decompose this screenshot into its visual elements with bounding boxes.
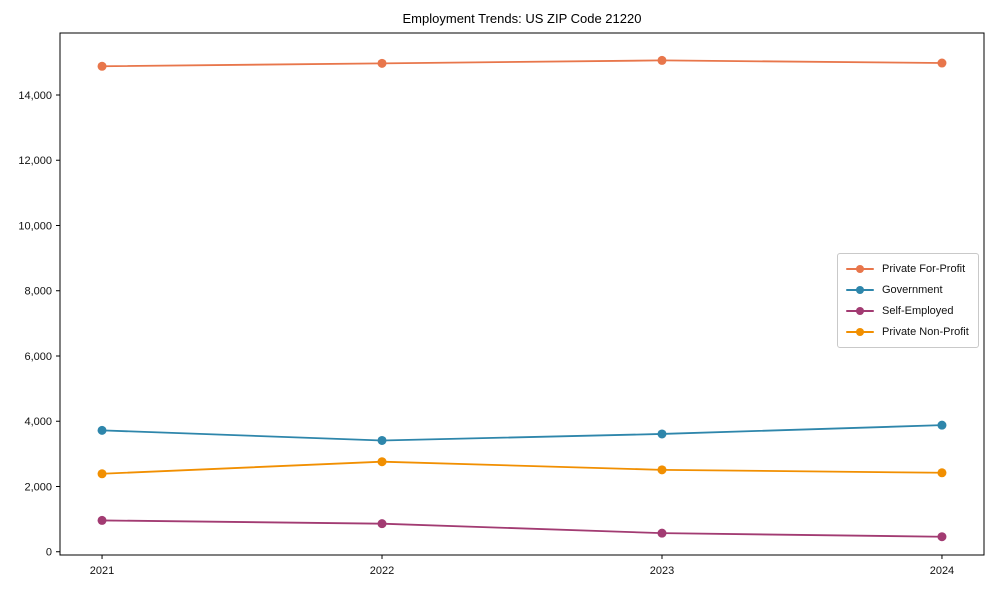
data-point-private-for-profit — [657, 55, 667, 65]
legend-marker-icon — [846, 327, 874, 337]
y-axis-tick-label: 8,000 — [24, 286, 52, 298]
y-axis-tick-label: 6,000 — [24, 351, 52, 363]
legend: Private For-Profit Government Self-Employe… — [837, 253, 979, 348]
data-point-self-employed — [377, 519, 387, 529]
data-point-self-employed — [937, 532, 947, 542]
data-point-private-for-profit — [937, 58, 947, 68]
x-axis-tick-label: 2023 — [650, 565, 674, 577]
y-axis-tick-label: 10,000 — [18, 220, 52, 232]
data-point-government — [657, 429, 667, 439]
legend-label: Private Non-Profit — [882, 326, 969, 338]
legend-item-private-for-profit: Private For-Profit — [846, 261, 969, 277]
data-point-private-for-profit — [97, 61, 107, 71]
legend-label: Private For-Profit — [882, 263, 966, 275]
series-line-government — [102, 424, 942, 442]
x-axis-tick-label: 2021 — [90, 565, 114, 577]
legend-dot-swatch — [856, 328, 864, 336]
data-point-self-employed — [97, 515, 107, 525]
data-point-government — [377, 435, 387, 445]
legend-item-government: Government — [846, 282, 969, 298]
x-axis-tick-label: 2024 — [930, 565, 954, 577]
data-point-government — [97, 425, 107, 435]
legend-marker-icon — [846, 306, 874, 316]
series-line-private-non-profit — [102, 460, 942, 475]
legend-dot-swatch — [856, 307, 864, 315]
y-axis-tick-label: 4,000 — [24, 416, 52, 428]
data-point-government — [937, 420, 947, 430]
y-axis-tick-label: 14,000 — [18, 90, 52, 102]
series-line-private-for-profit — [102, 59, 942, 68]
series-line-self-employed — [102, 519, 942, 538]
legend-label: Government — [882, 284, 943, 296]
data-point-private-non-profit — [377, 457, 387, 467]
plot-border — [59, 32, 985, 556]
legend-dot-swatch — [856, 265, 864, 273]
chart-title: Employment Trends: US ZIP Code 21220 — [402, 11, 642, 26]
legend-marker-icon — [846, 264, 874, 274]
y-axis-tick-label: 2,000 — [24, 481, 52, 493]
legend-marker-icon — [846, 285, 874, 295]
data-point-private-non-profit — [97, 469, 107, 479]
legend-label: Self-Employed — [882, 305, 954, 317]
data-point-private-for-profit — [377, 58, 387, 68]
data-point-self-employed — [657, 528, 667, 538]
legend-item-private-non-profit: Private Non-Profit — [846, 324, 969, 340]
data-point-private-non-profit — [657, 465, 667, 475]
legend-dot-swatch — [856, 286, 864, 294]
data-point-private-non-profit — [937, 468, 947, 478]
y-axis-tick-label: 12,000 — [18, 155, 52, 167]
x-axis-tick-label: 2022 — [370, 565, 394, 577]
legend-item-self-employed: Self-Employed — [846, 303, 969, 319]
y-axis-tick-label: 0 — [46, 547, 52, 559]
